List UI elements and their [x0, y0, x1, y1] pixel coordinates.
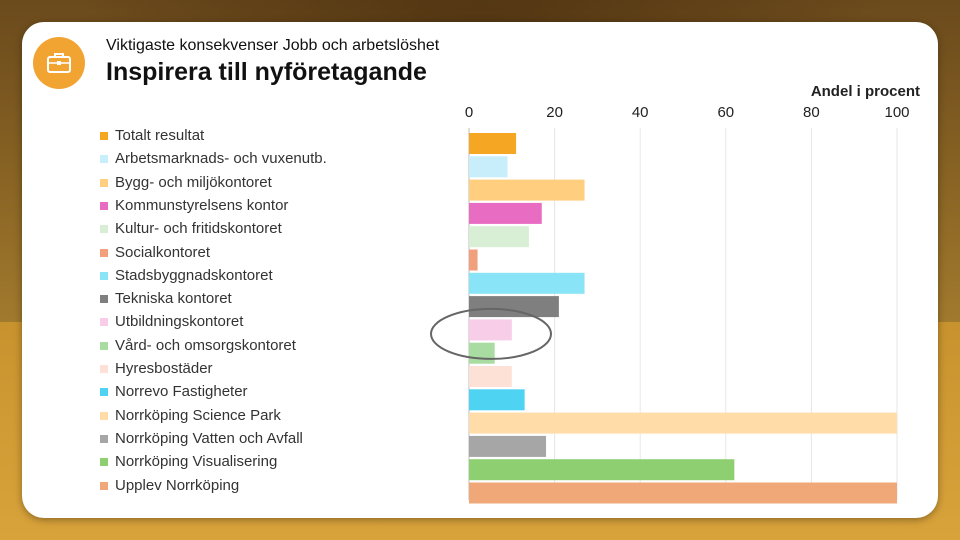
- bar: [469, 133, 517, 154]
- bar: [469, 179, 585, 201]
- bar: [469, 156, 508, 178]
- bar: [469, 319, 512, 341]
- bar: [469, 389, 525, 411]
- legend-swatch: [100, 132, 108, 140]
- legend-label: Totalt resultat: [115, 127, 205, 144]
- legend-label: Norrköping Science Park: [115, 406, 281, 424]
- legend-swatch: [100, 481, 108, 490]
- axis-label: Andel i procent: [810, 83, 920, 100]
- legend-swatch: [100, 341, 108, 350]
- legend-swatch: [100, 295, 108, 304]
- slide-card: [22, 22, 938, 518]
- legend-swatch: [100, 388, 108, 397]
- slide-title: Inspirera till nyföretagande: [106, 58, 427, 86]
- header-badge: [33, 37, 85, 89]
- tick-label: 20: [546, 104, 563, 121]
- legend-swatch: [100, 434, 108, 443]
- legend-swatch: [100, 155, 108, 164]
- bar: [469, 296, 559, 318]
- bar: [469, 226, 529, 248]
- legend-label: Socialkontoret: [115, 243, 211, 261]
- legend-swatch: [100, 318, 108, 327]
- legend-label: Kommunstyrelsens kontor: [115, 196, 289, 214]
- legend-swatch: [100, 225, 108, 234]
- legend-label: Tekniska kontoret: [115, 290, 232, 308]
- bar: [469, 366, 512, 387]
- legend-label: Kultur- och fritidskontoret: [115, 220, 282, 238]
- slide-subtitle: Viktigaste konsekvenser Jobb och arbetsl…: [106, 37, 440, 54]
- legend-label: Utbildningskontoret: [115, 313, 244, 331]
- legend-swatch: [100, 458, 108, 467]
- legend-swatch: [100, 271, 108, 280]
- tick-label: 40: [631, 104, 649, 121]
- legend-label: Norrevo Fastigheter: [115, 383, 248, 401]
- legend-swatch: [100, 178, 108, 187]
- legend-label: Norrköping Visualisering: [115, 453, 278, 471]
- legend-swatch: [100, 411, 108, 420]
- legend-swatch: [100, 365, 108, 373]
- tick-label: 100: [884, 104, 910, 121]
- legend-label: Stadsbyggnadskontoret: [115, 266, 273, 284]
- bar: [469, 482, 897, 504]
- legend-label: Upplev Norrköping: [115, 476, 240, 494]
- bar: [469, 342, 495, 364]
- legend-label: Vård- och omsorgskontoret: [115, 336, 296, 354]
- tick-label: 0: [464, 104, 474, 121]
- bar: [469, 202, 542, 224]
- legend-swatch: [100, 248, 108, 257]
- bar: [469, 459, 735, 481]
- briefcase-icon: [47, 53, 71, 73]
- legend-label: Arbetsmarknads- och vuxenutb.: [115, 150, 327, 168]
- bar: [469, 249, 478, 271]
- legend-label: Norrköping Vatten och Avfall: [115, 429, 303, 447]
- legend-swatch: [100, 201, 108, 210]
- highlight-ellipse: [430, 307, 552, 360]
- legend-label: Bygg- och miljökontoret: [115, 173, 272, 191]
- tick-label: 80: [803, 104, 820, 121]
- bar: [469, 412, 897, 434]
- bar: [469, 272, 585, 294]
- legend-label: Hyresbostäder: [115, 360, 213, 377]
- tick-label: 60: [717, 104, 735, 121]
- bar: [469, 435, 547, 457]
